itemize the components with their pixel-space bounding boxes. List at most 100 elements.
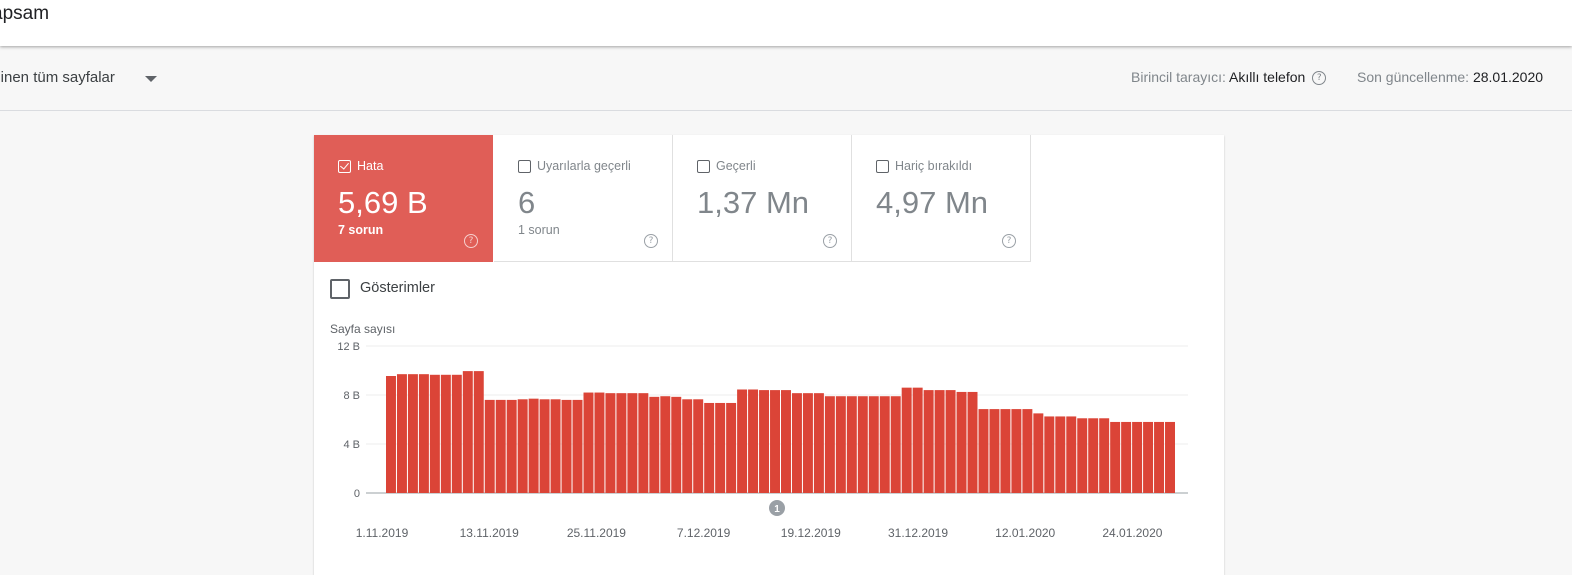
checkbox-checked-icon[interactable] (338, 160, 351, 173)
x-tick-label: 19.12.2019 (781, 526, 841, 540)
chart-bar (978, 409, 989, 493)
chart-bar (649, 396, 660, 493)
checkbox-icon[interactable] (518, 160, 531, 173)
chart-bar (693, 399, 704, 493)
x-tick-label: 7.12.2019 (677, 526, 731, 540)
chart-bar (528, 398, 539, 493)
coverage-bar-chart: Sayfa sayısı 0 4 B 8 B 12 B 1.11.2019 13.11.2… (330, 322, 1188, 540)
chart-bar (715, 402, 726, 493)
chart-bar (429, 374, 440, 493)
chart-bar (1033, 413, 1044, 494)
chart-bar (473, 371, 484, 493)
chart-bar (912, 387, 923, 493)
chart-bar (890, 396, 901, 493)
chart-bar (748, 389, 759, 493)
chart-bar (781, 390, 791, 493)
chart-bar (879, 396, 890, 493)
chart-bar (1132, 421, 1143, 493)
tile-valid-with-warnings[interactable]: Uyarılarla geçerli 6 1 sorun ? (494, 135, 673, 262)
chart-bar (484, 399, 495, 493)
chart-bar (1066, 416, 1077, 493)
chart-bar (770, 390, 780, 493)
x-tick-label: 31.12.2019 (888, 526, 948, 540)
chart-bar (1099, 418, 1110, 493)
chart-bar (1110, 421, 1121, 493)
help-icon[interactable]: ? (644, 234, 658, 248)
dropdown-caret-icon[interactable] (145, 76, 157, 82)
tile-error[interactable]: Hata 5,69 B 7 sorun ? (314, 135, 493, 262)
filter-bar: ilinen tüm sayfalar Birincil tarayıcı: A… (0, 47, 1572, 111)
coverage-panel: Hata 5,69 B 7 sorun ? Uyarılarla geçerli… (314, 135, 1224, 575)
tile-valid[interactable]: Geçerli 1,37 Mn ? (673, 135, 852, 262)
chart-bar (1154, 421, 1165, 493)
chart-bar (451, 374, 462, 493)
impressions-label: Gösterimler (360, 280, 435, 296)
tile-excluded[interactable]: Hariç bırakıldı 4,97 Mn ? (852, 135, 1031, 262)
chart-bar (1011, 409, 1022, 493)
primary-crawler-value: Akıllı telefon (1229, 69, 1306, 85)
chart-bar (1165, 421, 1175, 493)
chart-bar (956, 391, 967, 493)
tile-label: Hata (357, 159, 384, 173)
last-updated-value: 28.01.2020 (1472, 69, 1544, 85)
tile-value: 5,69 B (338, 185, 428, 220)
x-tick-label: 1.11.2019 (356, 526, 409, 540)
chart-bar (440, 374, 451, 493)
chart-bar (901, 387, 912, 493)
chart-bar (627, 393, 638, 493)
chart-bar (791, 393, 802, 493)
chart-bar (934, 390, 945, 493)
x-tick-label: 25.11.2019 (567, 526, 626, 540)
y-tick-label: 8 B (343, 390, 360, 402)
chart-bar (1022, 409, 1033, 493)
chart-bar (1121, 421, 1132, 493)
last-updated-info: Son güncellenme: 28.01.2020 (1357, 69, 1543, 85)
chart-y-axis-title: Sayfa sayısı (330, 322, 395, 336)
chart-bar (945, 390, 956, 493)
chart-bar (868, 396, 879, 493)
chart-bar (660, 396, 671, 493)
tile-label: Hariç bırakıldı (895, 159, 973, 173)
last-updated-label: Son güncellenme: (1357, 69, 1470, 85)
chart-bar (989, 409, 1000, 493)
help-icon[interactable]: ? (1002, 234, 1016, 248)
tile-value: 4,97 Mn (876, 185, 989, 220)
chart-bar (572, 399, 583, 493)
chart-bar (386, 376, 396, 493)
help-icon[interactable]: ? (1312, 71, 1327, 86)
tile-value: 6 (518, 185, 536, 220)
primary-crawler-info: Birincil tarayıcı: Akıllı telefon ? (1131, 69, 1327, 86)
chart-bar (1055, 416, 1066, 493)
page-filter-dropdown[interactable]: ilinen tüm sayfalar (0, 69, 115, 86)
chart-bar (682, 399, 693, 493)
page-title: apsam (0, 3, 50, 24)
chart-bar (1088, 418, 1099, 493)
tile-value: 1,37 Mn (697, 185, 810, 220)
help-icon[interactable]: ? (823, 234, 837, 248)
chart-bar (1000, 409, 1011, 493)
chart-bar (737, 389, 748, 493)
chart-bar (802, 393, 813, 493)
chart-bar (671, 396, 682, 493)
chart-bar (594, 392, 605, 493)
x-tick-label: 12.01.2020 (995, 526, 1055, 540)
chart-bar (616, 393, 627, 493)
impressions-checkbox[interactable] (330, 279, 350, 299)
top-bar: apsam (0, 0, 1572, 46)
chart-bar (418, 374, 429, 493)
checkbox-icon[interactable] (697, 160, 710, 173)
chart-bar (583, 392, 594, 493)
tile-issue-count: 7 sorun (338, 223, 384, 237)
y-tick-label: 4 B (343, 439, 360, 451)
chart-bar (857, 396, 868, 493)
chart-bar (1077, 418, 1088, 493)
chart-bar (462, 371, 473, 493)
chart-bar (539, 399, 550, 493)
chart-bar (759, 390, 770, 493)
chart-bar (1044, 416, 1055, 493)
checkbox-icon[interactable] (876, 160, 889, 173)
help-icon[interactable]: ? (464, 234, 478, 248)
annotation-label: 1 (774, 504, 780, 515)
chart-bar (813, 393, 824, 493)
chart-bar (396, 374, 407, 493)
